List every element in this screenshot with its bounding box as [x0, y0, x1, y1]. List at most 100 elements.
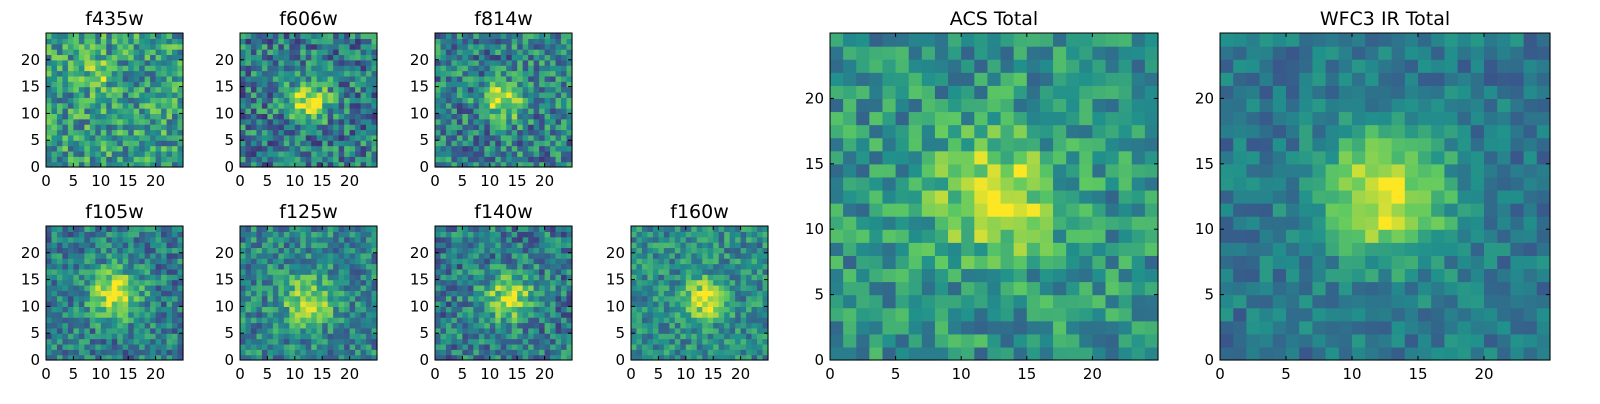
heatmap-cell: [501, 156, 507, 162]
heatmap-cell: [95, 253, 101, 259]
heatmap-cell: [156, 322, 162, 328]
heatmap-cell: [1001, 190, 1015, 204]
heatmap-cell: [289, 71, 295, 77]
heatmap-cell: [306, 54, 312, 60]
heatmap-cell: [101, 328, 107, 334]
heatmap-cell: [172, 151, 178, 157]
heatmap-cell: [719, 333, 725, 339]
heatmap-cell: [484, 108, 490, 114]
heatmap-cell: [462, 135, 468, 141]
heatmap-cell: [545, 146, 551, 152]
heatmap-cell: [51, 49, 57, 55]
heatmap-cell: [51, 237, 57, 243]
heatmap-cell: [101, 349, 107, 355]
heatmap-cell: [556, 33, 562, 39]
heatmap-cell: [1092, 334, 1106, 348]
heatmap-cell: [295, 290, 301, 296]
heatmap-cell: [697, 237, 703, 243]
heatmap-cell: [730, 312, 736, 318]
heatmap-cell: [284, 151, 290, 157]
heatmap-cell: [256, 339, 262, 345]
heatmap-cell: [757, 328, 763, 334]
heatmap-cell: [484, 129, 490, 135]
heatmap-cell: [631, 333, 637, 339]
heatmap-cell: [251, 44, 257, 50]
heatmap-cell: [550, 285, 556, 291]
heatmap-cell: [79, 231, 85, 237]
heatmap-cell: [73, 264, 79, 270]
heatmap-cell: [355, 285, 361, 291]
y-tick-label: 20: [21, 51, 40, 69]
heatmap-cell: [1106, 282, 1120, 296]
heatmap-cell: [664, 322, 670, 328]
heatmap-cell: [311, 38, 317, 44]
heatmap-cell: [101, 274, 107, 280]
heatmap-cell: [322, 140, 328, 146]
heatmap-cell: [435, 49, 441, 55]
heatmap-cells: [46, 33, 184, 168]
y-tick-label: 0: [30, 351, 40, 369]
y-tick-label: 5: [419, 131, 429, 149]
heatmap-cell: [90, 129, 96, 135]
heatmap-cell: [961, 268, 975, 282]
heatmap-cell: [752, 301, 758, 307]
heatmap-cell: [697, 339, 703, 345]
heatmap-cell: [167, 151, 173, 157]
heatmap-cell: [457, 237, 463, 243]
heatmap-cell: [73, 140, 79, 146]
heatmap-cell: [361, 124, 367, 130]
heatmap-cell: [539, 247, 545, 253]
heatmap-cell: [245, 344, 251, 350]
heatmap-cell: [528, 242, 534, 248]
heatmap-cell: [462, 113, 468, 119]
heatmap-cell: [273, 306, 279, 312]
heatmap-cell: [642, 290, 648, 296]
heatmap-cell: [446, 339, 452, 345]
heatmap-cell: [128, 97, 134, 103]
heatmap-cell: [517, 92, 523, 98]
heatmap-cell: [161, 44, 167, 50]
heatmap-cell: [311, 49, 317, 55]
heatmap-cell: [117, 322, 123, 328]
heatmap-cell: [278, 237, 284, 243]
heatmap-cell: [636, 333, 642, 339]
heatmap-cell: [134, 81, 140, 87]
heatmap-cell: [262, 38, 268, 44]
heatmap-cell: [361, 312, 367, 318]
heatmap-cell: [256, 44, 262, 50]
heatmap-cell: [322, 129, 328, 135]
heatmap-cell: [289, 156, 295, 162]
heatmap-cell: [550, 344, 556, 350]
heatmap-cell: [344, 65, 350, 71]
heatmap-cell: [79, 49, 85, 55]
heatmap-cell: [556, 156, 562, 162]
heatmap-cell: [686, 290, 692, 296]
heatmap-cell: [517, 339, 523, 345]
heatmap-cell: [300, 151, 306, 157]
heatmap-cell: [490, 113, 496, 119]
heatmap-cell: [631, 264, 637, 270]
heatmap-cell: [322, 226, 328, 232]
heatmap-cell: [757, 269, 763, 275]
heatmap-cell: [245, 333, 251, 339]
heatmap-cell: [686, 231, 692, 237]
heatmap-cell: [306, 108, 312, 114]
heatmap-cell: [495, 33, 501, 39]
heatmap-cell: [62, 97, 68, 103]
heatmap-cell: [123, 242, 129, 248]
heatmap-cell: [134, 65, 140, 71]
heatmap-cell: [295, 339, 301, 345]
heatmap-cell: [451, 54, 457, 60]
heatmap-cell: [46, 306, 52, 312]
heatmap-cell: [1106, 268, 1120, 282]
heatmap-cell: [300, 237, 306, 243]
heatmap-cell: [512, 253, 518, 259]
heatmap-cell: [1053, 268, 1067, 282]
heatmap-cell: [446, 274, 452, 280]
heatmap-cell: [713, 317, 719, 323]
heatmap-cell: [506, 231, 512, 237]
heatmap-cell: [161, 290, 167, 296]
heatmap-cell: [344, 76, 350, 82]
heatmap-cell: [273, 317, 279, 323]
heatmap-cell: [167, 156, 173, 162]
